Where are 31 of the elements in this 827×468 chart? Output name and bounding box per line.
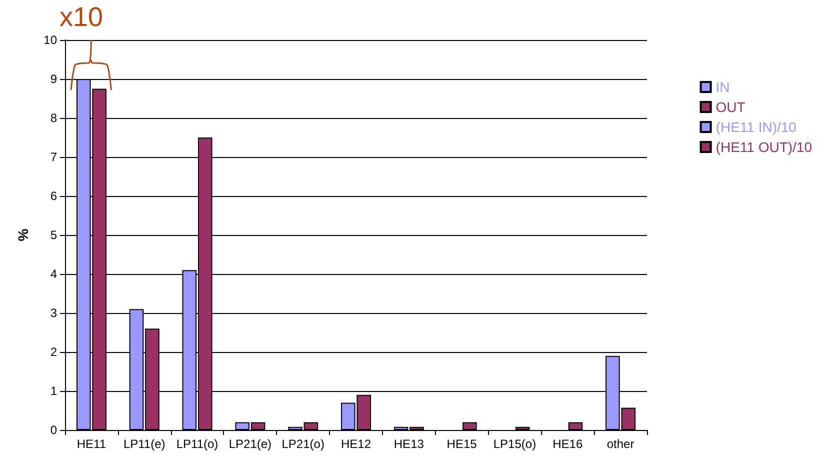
y-tick-label: 5 — [50, 228, 58, 242]
bar — [515, 426, 530, 430]
y-tick-label: 3 — [50, 306, 58, 320]
y-tick-label: 6 — [50, 189, 58, 203]
y-axis-title: % — [15, 228, 31, 242]
x-tick-label: LP11(o) — [176, 437, 218, 451]
legend-label: IN — [716, 79, 730, 95]
x-tick-label: HE11 — [76, 437, 106, 451]
y-tick-label: 10 — [44, 33, 58, 47]
x-tick-label: HE13 — [394, 437, 424, 451]
x-tick-label: LP21(o) — [282, 437, 324, 451]
x-tick-label: LP11(e) — [123, 437, 166, 451]
y-tick-label: 0 — [50, 423, 58, 437]
x-tick-label: other — [606, 437, 634, 451]
x-tick-label: LP15(o) — [493, 437, 536, 451]
bar — [462, 422, 477, 430]
text: x10 — [59, 2, 103, 32]
y-tick-label: 9 — [50, 72, 58, 86]
legend-label: (HE11 OUT)/10 — [716, 139, 812, 155]
x-tick-label: HE15 — [446, 437, 478, 451]
y-tick-label: 8 — [50, 111, 58, 125]
y-tick-label: 2 — [50, 345, 58, 359]
x-tick-label: HE16 — [552, 437, 583, 451]
y-tick-label: 1 — [50, 384, 58, 398]
y-tick-label: 4 — [50, 267, 58, 281]
x-tick-label: HE12 — [340, 437, 372, 451]
legend-label: (HE11 IN)/10 — [716, 119, 797, 135]
y-tick-label: 7 — [50, 150, 58, 164]
bar — [568, 422, 583, 430]
x-tick-label: LP21(e) — [228, 437, 272, 451]
legend-label: OUT — [716, 99, 746, 115]
